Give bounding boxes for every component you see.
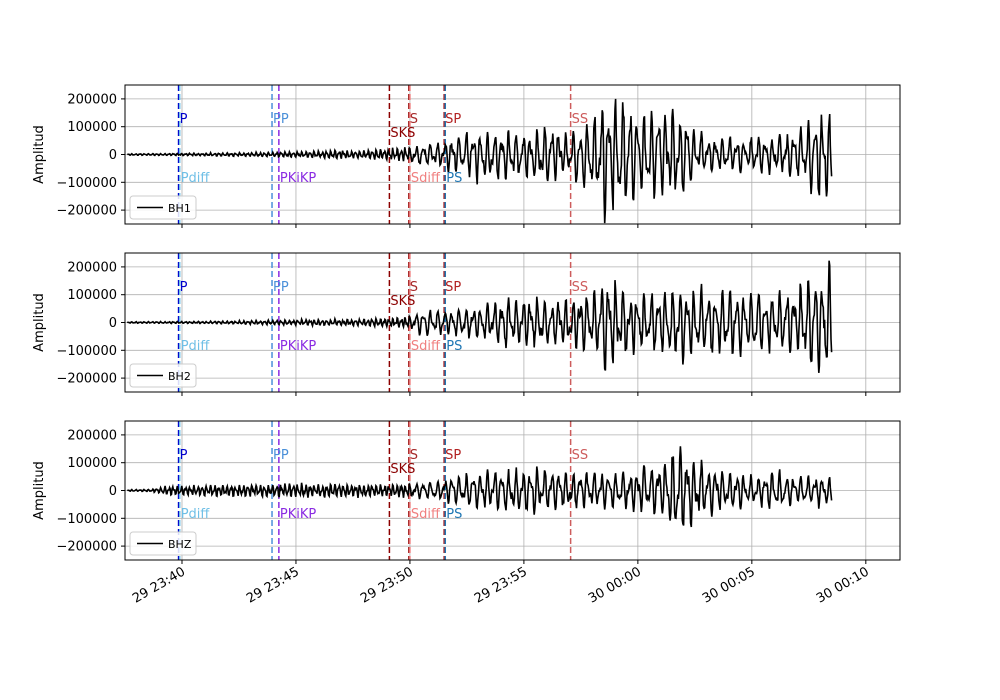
phase-label-sdiff: Sdiff — [411, 339, 441, 354]
phase-label-sks: SKS — [390, 126, 415, 141]
phase-label-ss: SS — [572, 448, 589, 463]
phase-label-ss: SS — [572, 280, 589, 295]
legend-label: BH2 — [168, 370, 191, 383]
phase-label-ps: PS — [446, 339, 462, 354]
phase-label-ps: PS — [446, 507, 462, 522]
y-tick-label: 100000 — [67, 288, 117, 303]
phase-label-sp: SP — [445, 448, 461, 463]
y-tick-label: 0 — [109, 316, 117, 331]
phase-label-ss: SS — [572, 112, 589, 127]
phase-label-pp: PP — [273, 280, 289, 295]
legend: BH2 — [129, 363, 197, 388]
legend-label: BH1 — [168, 202, 191, 215]
y-tick-label: 200000 — [67, 428, 117, 443]
phase-label-pkikp: PKiKP — [280, 507, 317, 522]
y-axis-label: Amplitud — [32, 125, 47, 184]
phase-label-sdiff: Sdiff — [411, 507, 441, 522]
panels: PPdiffPPPKiKPSKSSSdiffSPPSSS200000100000… — [32, 84, 901, 564]
y-tick-label: −100000 — [56, 344, 117, 359]
phase-label-s: S — [410, 280, 418, 295]
phase-label-s: S — [410, 448, 418, 463]
phase-label-pdiff: Pdiff — [181, 339, 211, 354]
x-tick-label: 30 00:05 — [700, 564, 758, 606]
phase-label-p: P — [180, 112, 188, 127]
phase-label-sdiff: Sdiff — [411, 171, 441, 186]
y-tick-label: 100000 — [67, 456, 117, 471]
y-axis-label: Amplitud — [32, 293, 47, 352]
waveform-bh2 — [126, 260, 833, 373]
y-tick-label: 200000 — [67, 92, 117, 107]
x-tick-label: 29 23:40 — [130, 564, 188, 606]
y-tick-label: −200000 — [56, 204, 117, 219]
waveform-bh1 — [127, 98, 833, 224]
phase-label-p: P — [180, 280, 188, 295]
y-tick-label: −200000 — [56, 372, 117, 387]
phase-label-s: S — [410, 112, 418, 127]
y-tick-label: −200000 — [56, 540, 117, 555]
phase-label-pkikp: PKiKP — [280, 171, 317, 186]
phase-label-pkikp: PKiKP — [280, 339, 317, 354]
legend: BHZ — [129, 531, 197, 556]
legend-label: BHZ — [168, 538, 192, 551]
y-tick-label: −100000 — [56, 176, 117, 191]
waveform-bhz — [127, 446, 833, 528]
x-axis: 29 23:40 29 23:45 29 23:50 29 23:55 30 00:00… — [130, 564, 872, 606]
phase-label-pp: PP — [273, 112, 289, 127]
y-tick-label: −100000 — [56, 512, 117, 527]
x-tick-label: 30 00:10 — [814, 564, 872, 606]
phase-label-p: P — [180, 448, 188, 463]
phase-label-pp: PP — [273, 448, 289, 463]
x-tick-label: 29 23:50 — [358, 564, 416, 606]
phase-label-sp: SP — [445, 112, 461, 127]
x-tick-label: 30 00:00 — [586, 564, 644, 606]
y-tick-label: 0 — [109, 148, 117, 163]
y-tick-label: 0 — [109, 484, 117, 499]
phase-label-pdiff: Pdiff — [181, 507, 211, 522]
legend: BH1 — [129, 195, 197, 220]
phase-label-pdiff: Pdiff — [181, 171, 211, 186]
phase-label-sks: SKS — [390, 294, 415, 309]
phase-label-sp: SP — [445, 280, 461, 295]
y-tick-label: 100000 — [67, 120, 117, 135]
y-tick-label: 200000 — [67, 260, 117, 275]
y-axis-label: Amplitud — [32, 461, 47, 520]
x-tick-label: 29 23:45 — [244, 564, 302, 606]
phase-label-ps: PS — [446, 171, 462, 186]
phase-label-sks: SKS — [390, 462, 415, 477]
x-tick-label: 29 23:55 — [472, 564, 530, 606]
